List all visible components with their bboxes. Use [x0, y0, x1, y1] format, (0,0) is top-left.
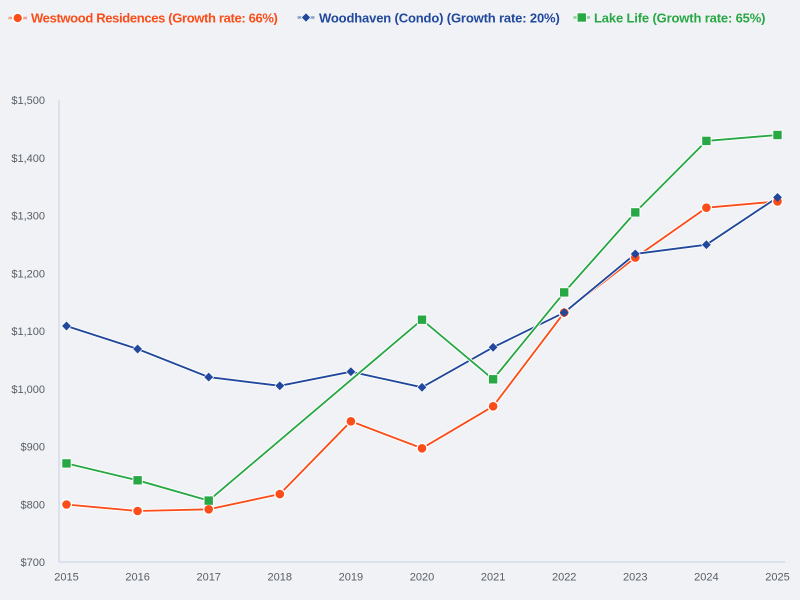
- svg-text:2022: 2022: [552, 572, 576, 584]
- svg-text:2018: 2018: [268, 572, 292, 584]
- svg-text:Woodhaven (Condo) (Growth rate: Woodhaven (Condo) (Growth rate: 20%): [319, 11, 560, 26]
- svg-text:$1,000: $1,000: [11, 384, 45, 396]
- svg-text:$900: $900: [21, 442, 45, 454]
- svg-text:$1,300: $1,300: [11, 211, 45, 223]
- svg-text:$1,200: $1,200: [11, 268, 45, 280]
- svg-text:2015: 2015: [54, 572, 78, 584]
- svg-text:Lake Life (Growth rate: 65%): Lake Life (Growth rate: 65%): [594, 11, 765, 26]
- svg-text:$1,400: $1,400: [11, 153, 45, 165]
- svg-text:2024: 2024: [694, 572, 718, 584]
- svg-text:2016: 2016: [125, 572, 149, 584]
- svg-text:2023: 2023: [623, 572, 647, 584]
- svg-text:2025: 2025: [765, 572, 789, 584]
- svg-text:$800: $800: [21, 499, 45, 511]
- svg-text:2017: 2017: [196, 572, 220, 584]
- svg-text:$700: $700: [21, 557, 45, 569]
- svg-text:Westwood Residences (Growth ra: Westwood Residences (Growth rate: 66%): [31, 11, 278, 26]
- svg-text:2019: 2019: [339, 572, 363, 584]
- svg-text:$1,100: $1,100: [11, 326, 45, 338]
- svg-text:2020: 2020: [410, 572, 434, 584]
- svg-text:$1,500: $1,500: [11, 95, 45, 107]
- svg-text:2021: 2021: [481, 572, 505, 584]
